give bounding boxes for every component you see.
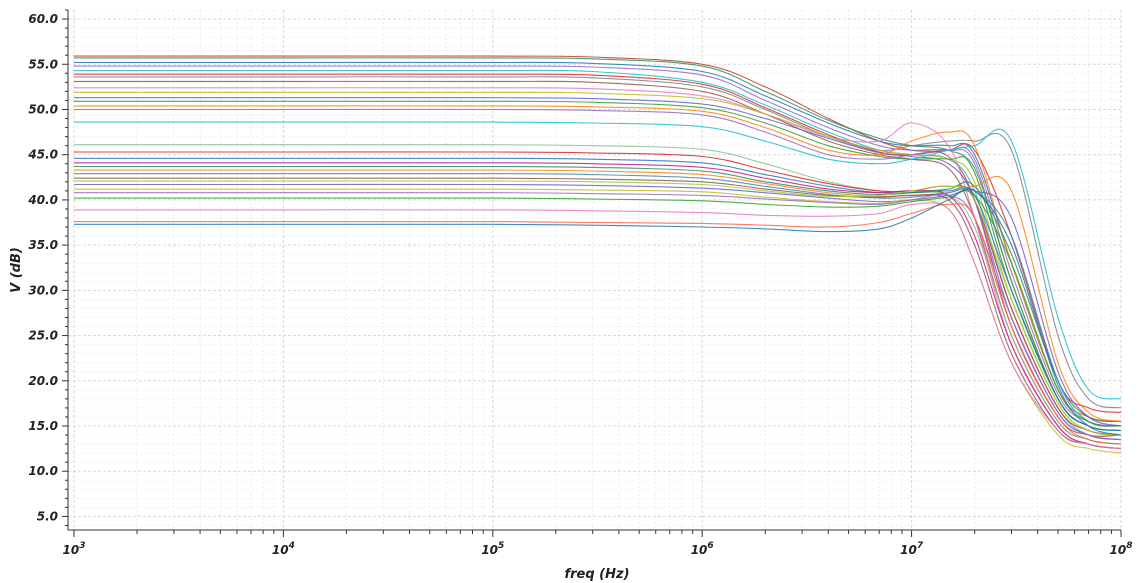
series-line-29 xyxy=(74,202,1122,450)
series-line-28 xyxy=(73,190,1122,427)
series-line-30 xyxy=(74,203,1122,445)
series-line-21 xyxy=(74,169,1122,423)
series-line-19 xyxy=(73,162,1122,450)
x-tick-label: 108 xyxy=(1110,541,1133,557)
y-tick-label: 10.0 xyxy=(28,464,58,478)
series-line-26 xyxy=(73,188,1122,454)
y-axis-ticks: 5.0 10.0 15.0 20.0 25.0 30.0 35.0 40.0 45.0 50.0 5… xyxy=(27,9,68,526)
series-line-12 xyxy=(74,100,1122,432)
y-axis-label: V (dB) xyxy=(9,247,24,293)
series-line-13 xyxy=(73,105,1122,423)
series-line-10 xyxy=(73,91,1122,436)
series-line-20 xyxy=(73,165,1122,423)
x-tick-label: 103 xyxy=(63,541,86,557)
major-gridlines xyxy=(68,10,1122,530)
y-tick-label: 35.0 xyxy=(28,238,58,252)
series-line-2 xyxy=(73,57,1122,432)
series-line-1 xyxy=(74,55,1122,437)
x-tick-label: 106 xyxy=(691,541,714,557)
x-axis-ticks: 103 104 105 106 107 108 xyxy=(63,530,1133,557)
series-line-18 xyxy=(73,157,1122,432)
series-curves xyxy=(73,55,1122,454)
series-line-31 xyxy=(73,187,1122,436)
y-tick-label: 25.0 xyxy=(28,329,58,343)
x-tick-label: 104 xyxy=(272,541,295,557)
y-tick-label: 40.0 xyxy=(27,193,58,207)
y-tick-label: 30.0 xyxy=(28,283,58,297)
y-tick-label: 15.0 xyxy=(28,419,58,433)
series-line-6 xyxy=(74,73,1122,413)
y-tick-label: 45.0 xyxy=(27,148,58,162)
y-tick-label: 60.0 xyxy=(28,12,58,26)
series-line-14 xyxy=(73,108,1122,427)
x-tick-label: 105 xyxy=(481,541,504,557)
y-tick-label: 50.0 xyxy=(28,102,58,116)
y-tick-label: 55.0 xyxy=(28,57,58,71)
series-line-15 xyxy=(74,121,1122,400)
y-tick-label: 20.0 xyxy=(28,374,58,388)
series-line-25 xyxy=(74,183,1122,427)
series-line-7 xyxy=(74,76,1122,409)
x-axis-label: freq (Hz) xyxy=(564,567,629,582)
series-line-16 xyxy=(74,144,1122,445)
x-tick-label: 107 xyxy=(900,541,924,557)
series-line-9 xyxy=(74,87,1122,450)
series-line-17 xyxy=(73,151,1122,436)
plot-background xyxy=(68,10,1121,530)
y-tick-label: 5.0 xyxy=(37,509,58,523)
series-line-24 xyxy=(73,180,1122,436)
series-line-27 xyxy=(74,192,1122,441)
